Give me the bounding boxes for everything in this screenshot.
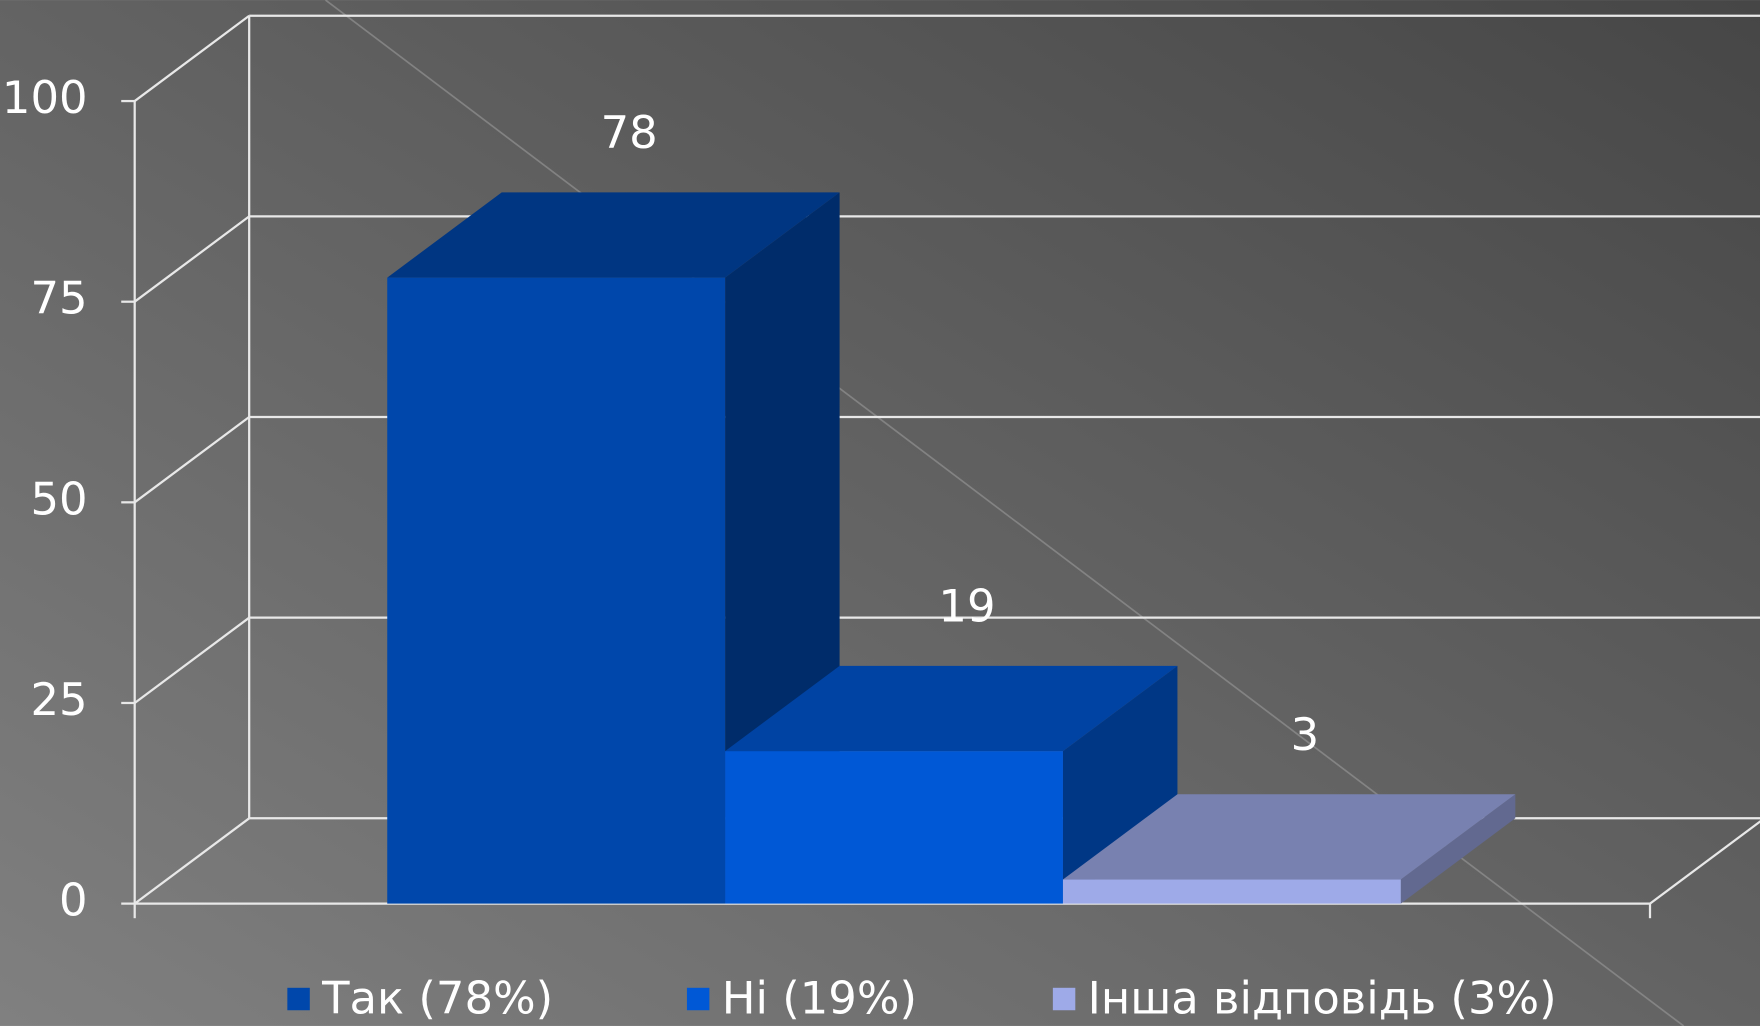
grid-line <box>134 14 250 102</box>
bar-top <box>1062 794 1516 880</box>
legend-swatch <box>686 987 710 1011</box>
bar <box>1062 879 1401 904</box>
legend-label: Ні (19%) <box>722 971 917 1024</box>
bar <box>725 751 1063 904</box>
legend-label: Інша відповідь (3%) <box>1088 971 1557 1024</box>
data-label: 3 <box>1291 708 1320 761</box>
y-tick-label: 0 <box>59 874 88 927</box>
bar-top <box>387 192 840 278</box>
y-tick-label: 75 <box>30 272 87 325</box>
grid-line <box>134 215 250 303</box>
legend-swatch <box>287 987 310 1011</box>
y-tick-label: 50 <box>30 472 87 525</box>
y-tick-label: 25 <box>30 673 87 726</box>
floor-right <box>1649 820 1760 905</box>
legend-label: Так (78%) <box>321 971 553 1024</box>
bar <box>387 277 726 904</box>
data-label: 19 <box>938 580 995 633</box>
bar-side <box>1062 665 1178 904</box>
bar-side <box>1400 794 1516 904</box>
y-tick-label: 100 <box>2 71 88 124</box>
data-label: 78 <box>601 106 658 159</box>
bar-top <box>725 665 1178 752</box>
grid-line <box>134 416 250 504</box>
grid-line <box>134 616 250 704</box>
legend-swatch <box>1052 987 1076 1011</box>
grid-line <box>134 817 250 905</box>
